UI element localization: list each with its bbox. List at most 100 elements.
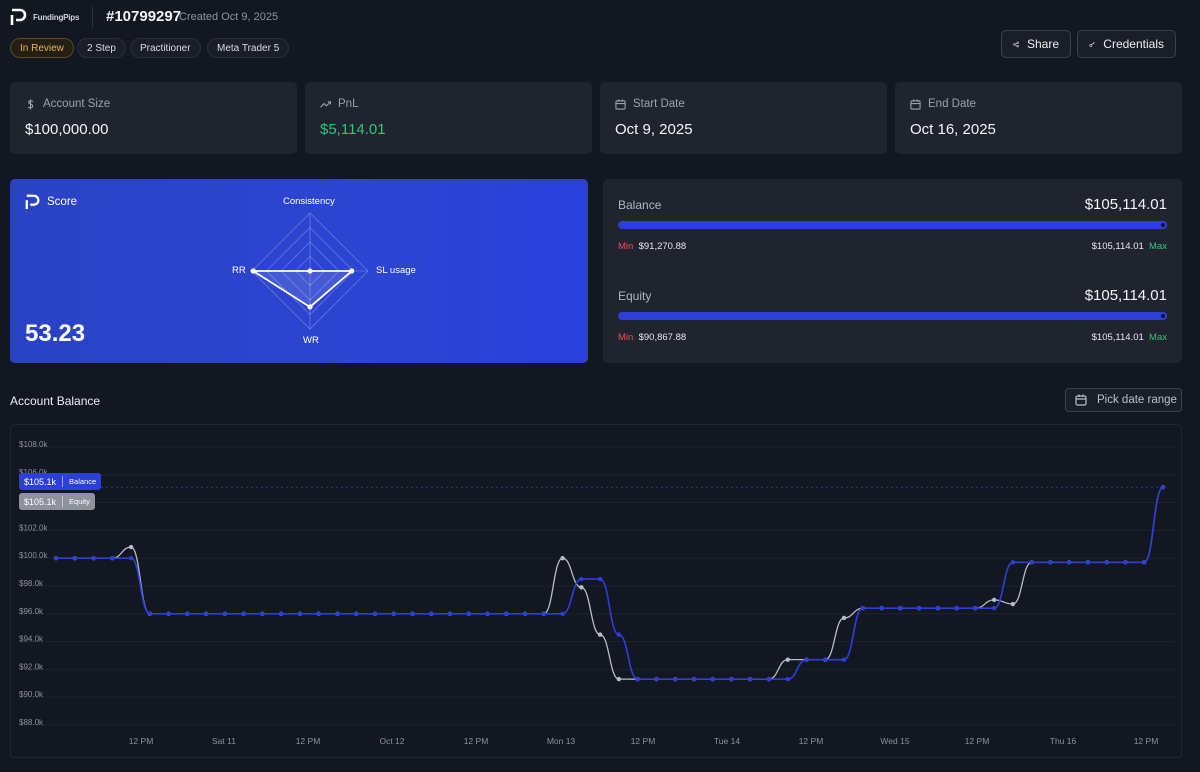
end-date-label: End Date [928,98,976,110]
balance-value: $105,114.01 [1084,196,1167,213]
balance-point [522,611,528,616]
balance-tooltip: $105.1k Balance [19,473,102,490]
tooltip-equity-label: Equity [69,497,90,506]
trend-up-icon [320,100,331,108]
brand-logo[interactable]: FundingPips [10,8,79,26]
balance-point [110,555,115,561]
share-icon [1013,41,1019,47]
y-tick-label: $108.0k [19,440,48,449]
radar-label-rr: RR [232,265,246,276]
radar-point [349,268,355,274]
x-tick-label: 12 PM [129,736,154,746]
balance-point [748,676,753,682]
balance-point [935,606,941,611]
radar-point [250,268,256,274]
account-size-card: Account Size $100,000.00 [10,82,297,154]
balance-point [410,611,415,616]
balance-point [429,611,434,616]
fundingpips-logo-icon [25,194,40,210]
balance-point [1048,560,1053,565]
equity-point [579,585,584,590]
balance-chart-svg[interactable]: $88.0k $90.0k $92.0k $94.0k $96.0k $98.0k $100… [11,425,1183,759]
step-badge: 2 Step [77,38,126,58]
equity-max-label: Max [1149,332,1167,343]
account-id: #10799297 [106,8,182,25]
balance-point [72,555,77,561]
credentials-button[interactable]: Credentials [1077,30,1176,58]
balance-point [710,676,715,682]
balance-point [973,606,978,611]
balance-point [391,611,396,616]
calendar-icon [1075,394,1087,406]
date-range-picker-button[interactable]: Pick date range [1065,388,1182,412]
equity-min-value: $90,867.88 [638,332,687,343]
balance-point [579,576,584,582]
balance-min-label: Min [618,241,634,252]
balance-point [1085,560,1091,565]
balance-progress-knob [1159,221,1167,229]
balance-point [916,606,922,611]
y-tick-label: $94.0k [19,635,44,644]
y-tick-label: $96.0k [19,607,44,616]
score-radar-chart [250,212,369,330]
pnl-label: PnL [338,98,359,110]
balance-point [1123,560,1128,565]
balance-point [1160,485,1166,490]
x-tick-label: 12 PM [631,736,656,746]
account-size-label: Account Size [43,98,111,110]
balance-point [91,555,96,561]
balance-point [1142,560,1147,565]
end-date-value: Oct 16, 2025 [910,121,996,138]
equity-point [785,657,790,662]
balance-point [504,611,509,616]
balance-point [335,611,340,616]
balance-point [691,676,697,682]
equity-line [56,486,1164,680]
equity-point [616,676,622,682]
account-balance-chart[interactable]: $88.0k $90.0k $92.0k $94.0k $96.0k $98.0k $100… [10,424,1182,758]
balance-point [166,611,171,616]
balance-point [1010,560,1016,565]
date-range-label: Pick date range [1097,394,1177,406]
balance-point [991,606,997,611]
balance-point [128,555,134,561]
balance-min: Min $91,270.88 [618,241,686,252]
balance-point [954,606,959,611]
x-tick-label: Thu 16 [1050,736,1077,746]
x-tick-label: Sat 11 [212,736,236,746]
radar-point [307,304,313,310]
brand-name: FundingPips [33,12,80,22]
y-tick-label: $100.0k [19,551,48,560]
fundingpips-logo-icon [10,8,27,25]
x-tick-label: Tue 14 [714,736,740,746]
x-tick-label: 12 PM [464,736,489,746]
balance-point [785,676,790,682]
score-value: 53.23 [25,320,86,347]
pnl-card: PnL $5,114.01 [305,82,592,154]
balance-point [879,606,884,611]
balance-point [297,611,303,616]
balance-point [1104,560,1109,565]
balance-point [597,576,603,582]
radar-label-sl-usage: SL usage [376,265,416,276]
balance-point [485,611,490,616]
balance-point [823,657,828,662]
balance-point [185,611,190,616]
balance-max-label: Max [1149,241,1167,252]
y-tick-label: $102.0k [19,523,48,532]
x-tick-label: Mon 13 [547,736,576,746]
balance-title: Balance [618,198,662,212]
radar-label-consistency: Consistency [283,196,335,207]
share-button[interactable]: Share [1001,30,1071,58]
x-tick-label: 12 PM [965,736,990,746]
x-tick-label: 12 PM [1134,736,1159,746]
level-badge: Practitioner [130,38,201,58]
equity-progress-bar [618,312,1167,320]
key-icon [1089,41,1095,47]
equity-point [560,555,565,561]
radar-grid-ring [280,241,340,301]
end-date-card: End Date Oct 16, 2025 [895,82,1182,154]
equity-point [841,615,847,621]
account-size-value: $100,000.00 [25,121,109,138]
balance-point [447,611,453,616]
